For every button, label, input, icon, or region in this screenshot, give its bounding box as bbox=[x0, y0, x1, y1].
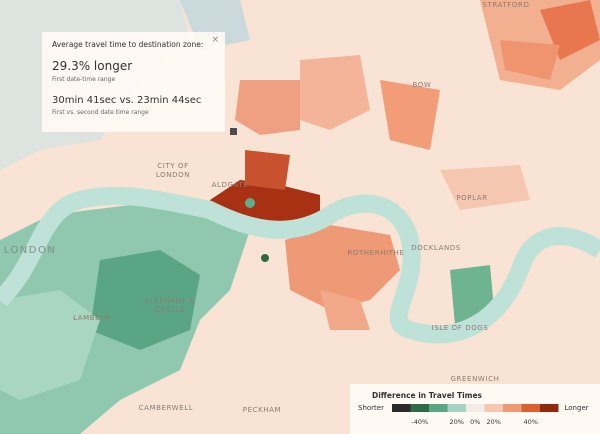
region bbox=[440, 165, 530, 210]
legend-shorter: Shorter bbox=[358, 404, 384, 412]
place-label: ROTHERHITHE bbox=[347, 249, 404, 257]
place-label: LONDON bbox=[4, 245, 57, 256]
region bbox=[320, 290, 370, 330]
legend-tick-label: -40% bbox=[411, 418, 428, 426]
legend-longer: Longer bbox=[565, 404, 589, 412]
legend: Difference in Travel Times Shorter Longer -… bbox=[350, 384, 600, 434]
tooltip-caption: First date-time range bbox=[52, 76, 116, 83]
legend-swatch bbox=[503, 404, 522, 412]
legend-tick-label: 20% bbox=[487, 418, 501, 426]
legend-tick-label: 20% bbox=[450, 418, 464, 426]
tooltip: × Average travel time to destination zon… bbox=[42, 32, 225, 132]
region bbox=[235, 80, 300, 135]
legend-swatch bbox=[484, 404, 503, 412]
region bbox=[90, 250, 200, 350]
place-label: LONDON bbox=[156, 171, 190, 179]
region bbox=[245, 150, 290, 190]
place-label: LAMBETH bbox=[73, 314, 111, 322]
place-label: BOW bbox=[413, 81, 432, 89]
place-label: STRATFORD bbox=[482, 1, 529, 9]
legend-swatch bbox=[466, 404, 485, 412]
legend-swatch bbox=[410, 404, 429, 412]
legend-tick-label: 40% bbox=[524, 418, 538, 426]
legend-graphic: Difference in Travel Times Shorter Longer -… bbox=[358, 391, 589, 426]
place-label: CASTLE bbox=[155, 306, 185, 314]
marker bbox=[261, 254, 269, 262]
place-label: CITY OF bbox=[157, 162, 188, 170]
river bbox=[0, 186, 600, 344]
marker bbox=[245, 198, 255, 208]
legend-swatch bbox=[429, 404, 448, 412]
place-label: ALDGATE bbox=[212, 181, 249, 189]
place-label: GREENWICH bbox=[451, 375, 500, 383]
place-label: PECKHAM bbox=[243, 406, 281, 414]
legend-title: Difference in Travel Times bbox=[372, 391, 483, 400]
tooltip-comparison: 30min 41sec vs. 23min 44sec bbox=[52, 95, 202, 106]
region bbox=[285, 225, 400, 310]
place-label: POPLAR bbox=[456, 194, 487, 202]
place-label: ELEPHANT & bbox=[145, 297, 195, 305]
place-label: ISLE OF DOGS bbox=[432, 324, 489, 332]
region bbox=[380, 80, 440, 150]
region bbox=[0, 290, 100, 400]
legend-swatch bbox=[447, 404, 466, 412]
place-label: DOCKLANDS bbox=[411, 244, 461, 252]
marker bbox=[230, 128, 237, 135]
legend-tick-label: 0% bbox=[470, 418, 480, 426]
tooltip-caption: First vs. second date time range bbox=[52, 109, 149, 116]
region bbox=[300, 55, 370, 130]
region bbox=[500, 40, 560, 80]
legend-swatch bbox=[392, 404, 411, 412]
tooltip-headline: 29.3% longer bbox=[52, 59, 133, 73]
place-label: CAMBERWELL bbox=[139, 404, 194, 412]
legend-swatch bbox=[540, 404, 559, 412]
close-button[interactable]: × bbox=[211, 35, 219, 45]
tooltip-title: Average travel time to destination zone: bbox=[52, 40, 204, 49]
legend-swatch bbox=[521, 404, 540, 412]
